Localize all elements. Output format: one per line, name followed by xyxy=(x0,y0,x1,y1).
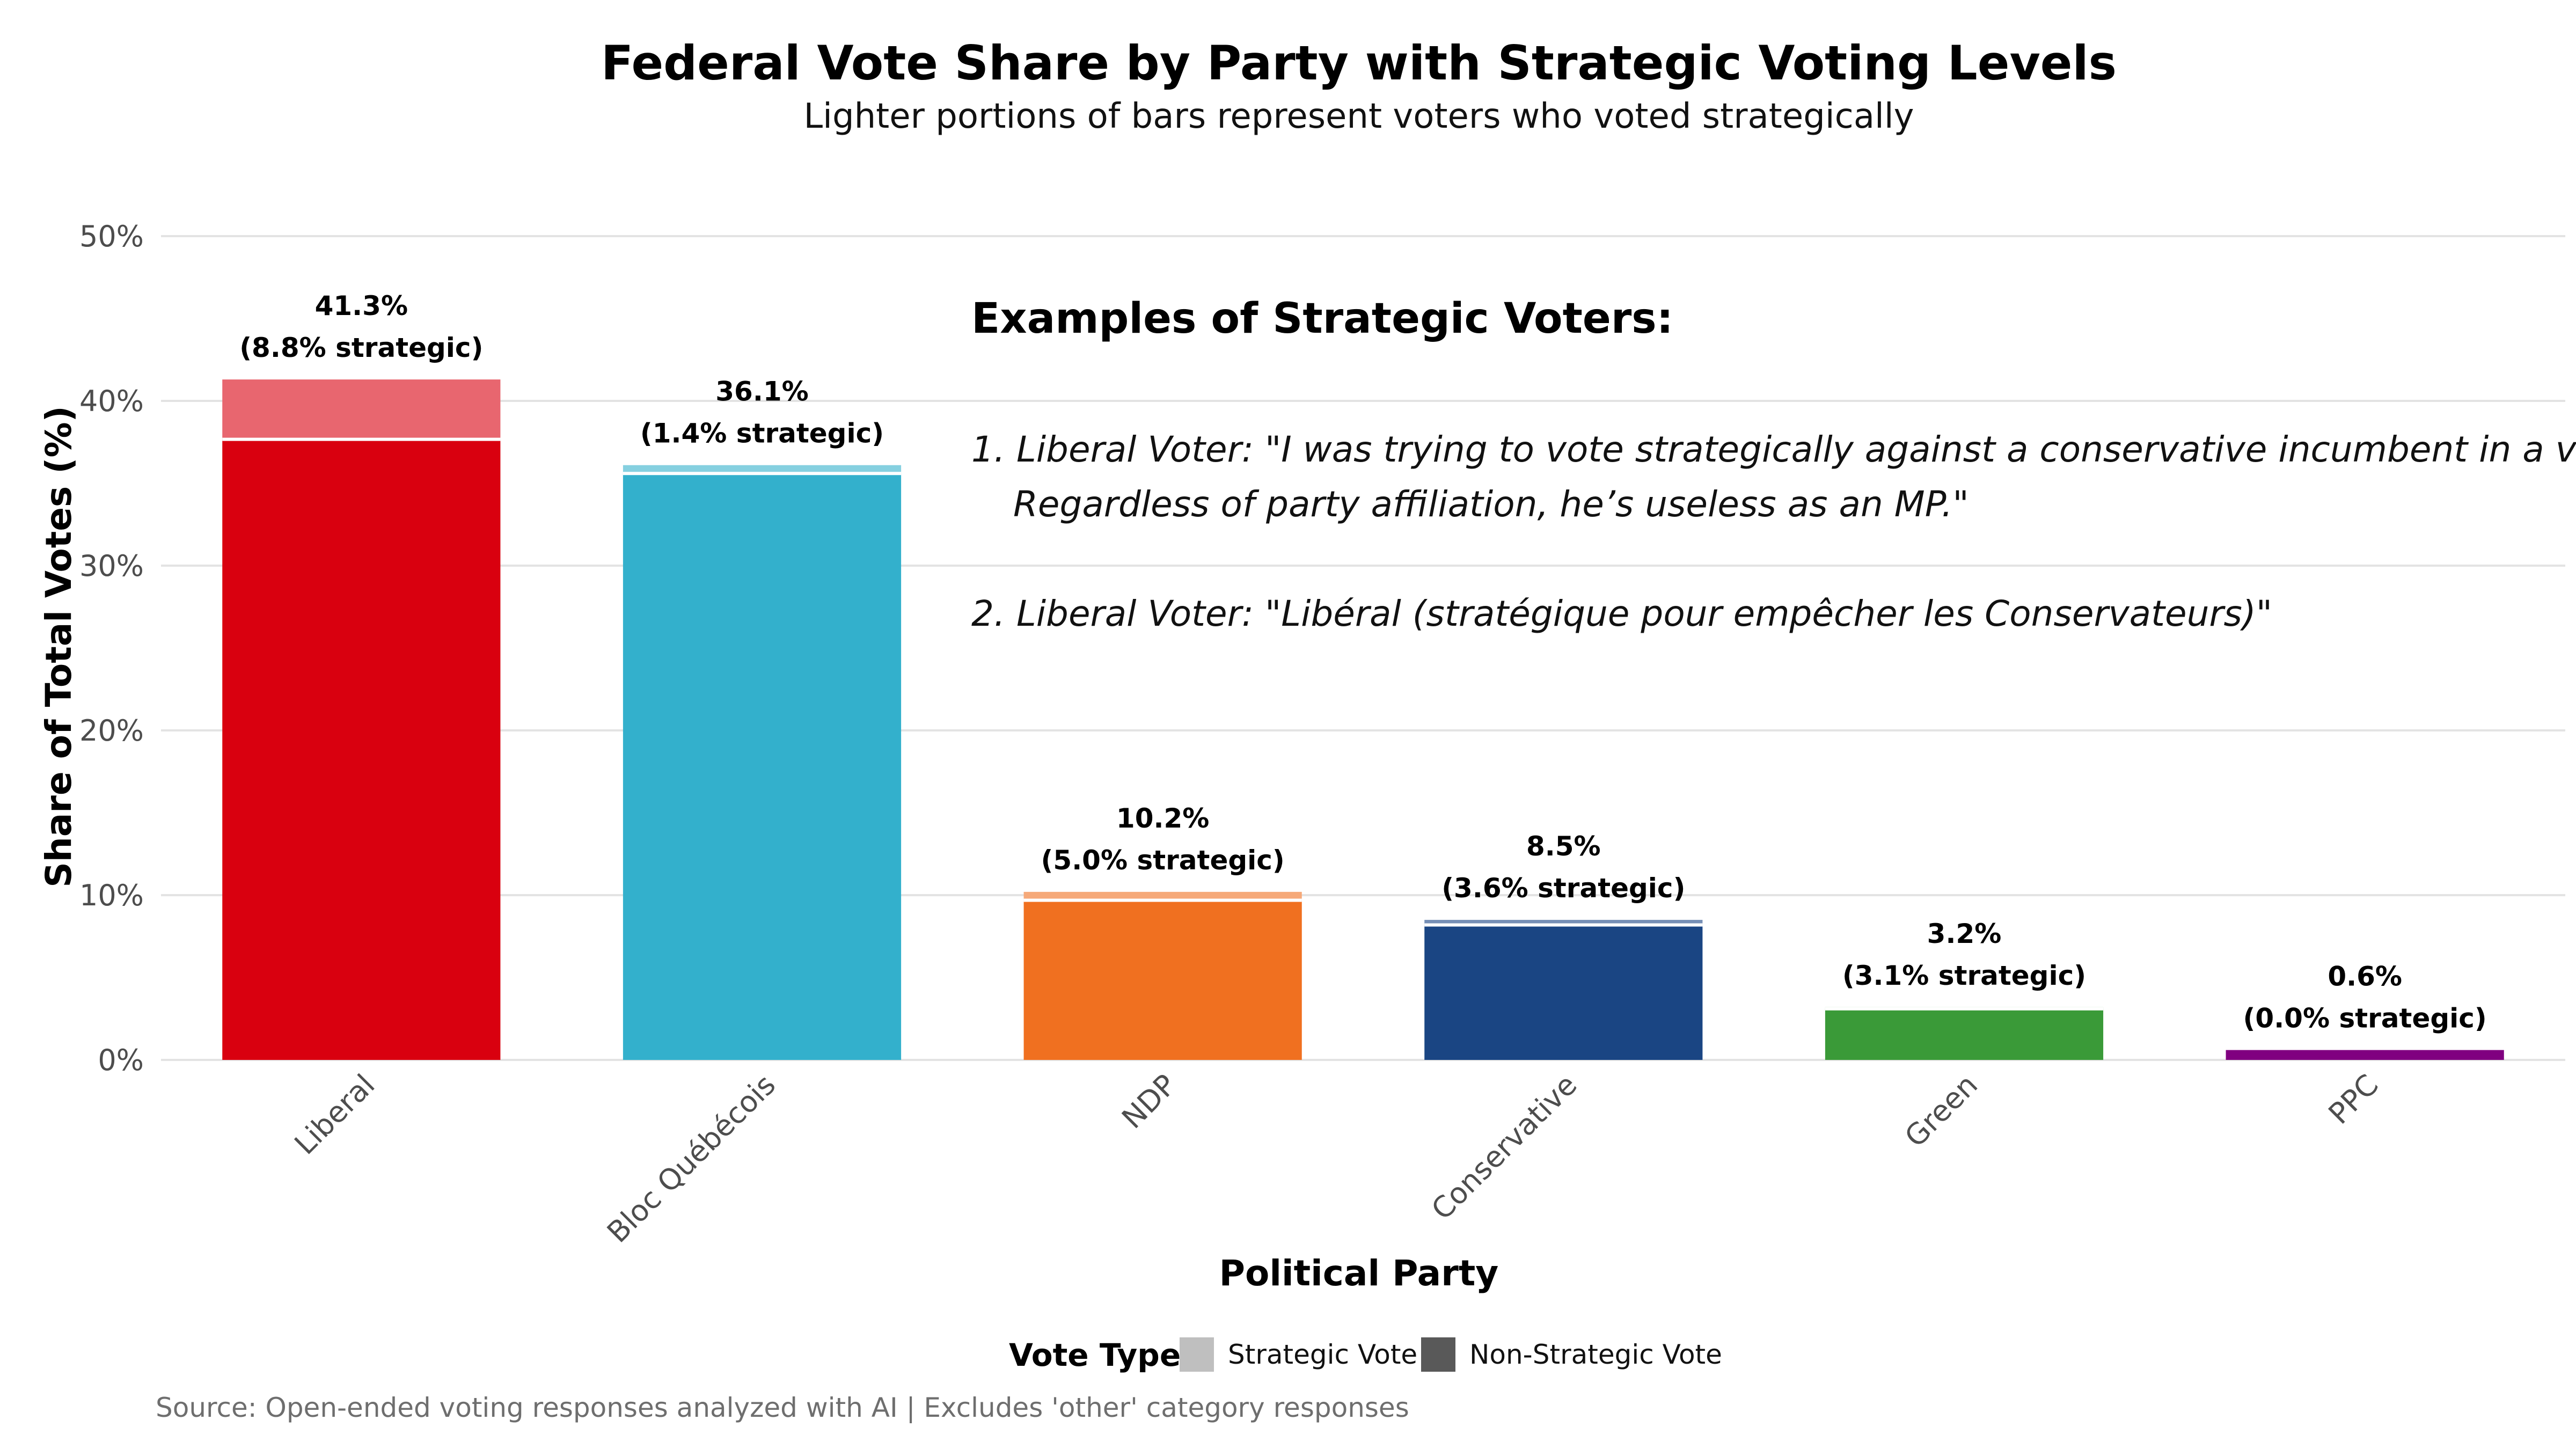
bar-strategic xyxy=(222,379,501,440)
bar-non-strategic xyxy=(2226,1050,2504,1060)
bar-non-strategic xyxy=(623,473,902,1060)
bar-strategic xyxy=(623,465,902,474)
legend-label-strategic: Strategic Vote xyxy=(1228,1339,1417,1370)
annotation-line-2: Regardless of party affiliation, he’s us… xyxy=(1013,484,1969,525)
source-caption: Source: Open-ended voting responses anal… xyxy=(156,1392,1409,1423)
bar-strategic xyxy=(1424,920,1703,925)
annotation-title: Examples of Strategic Voters: xyxy=(971,295,1673,343)
bar-total-label: 36.1% xyxy=(715,376,808,407)
bar-total-label: 10.2% xyxy=(1116,803,1209,834)
bar-strategic-label: (5.0% strategic) xyxy=(1041,845,1285,876)
bar-total-label: 3.2% xyxy=(1927,918,2002,949)
bar-strategic-label: (8.8% strategic) xyxy=(239,332,483,363)
bar-strategic-label: (3.6% strategic) xyxy=(1441,873,1685,904)
legend-swatch-strategic xyxy=(1180,1337,1214,1372)
chart-title: Federal Vote Share by Party with Strateg… xyxy=(601,35,2117,91)
bar-strategic xyxy=(1023,891,1302,901)
strategic-voter-examples: Examples of Strategic Voters: 1. Liberal… xyxy=(971,295,2576,634)
y-tick-label: 30% xyxy=(79,549,144,583)
bar-strategic-label: (0.0% strategic) xyxy=(2243,1003,2487,1034)
bars xyxy=(222,379,2504,1060)
annotation-line-1: 1. Liberal Voter: "I was trying to vote … xyxy=(971,429,2576,470)
legend-title: Vote Type xyxy=(1009,1337,1181,1373)
y-axis-title: Share of Total Votes (%) xyxy=(38,406,79,888)
chart-subtitle: Lighter portions of bars represent voter… xyxy=(804,97,1914,136)
y-axis-ticks: 0% 10% 20% 30% 40% 50% xyxy=(79,219,144,1077)
y-tick-label: 40% xyxy=(79,384,144,418)
bar-non-strategic xyxy=(1424,925,1703,1060)
x-tick-label: Conservative xyxy=(1425,1068,1584,1227)
annotation-line-3: 2. Liberal Voter: "Libéral (stratégique … xyxy=(971,593,2272,634)
legend: Vote Type Strategic Vote Non-Strategic V… xyxy=(1009,1337,1722,1373)
x-axis-title: Political Party xyxy=(1219,1253,1499,1294)
x-tick-label: NDP xyxy=(1115,1068,1183,1136)
x-tick-label: PPC xyxy=(2322,1068,2385,1131)
bar-data-labels: 41.3% (8.8% strategic) 36.1% (1.4% strategi… xyxy=(239,290,2487,1034)
legend-label-non-strategic: Non-Strategic Vote xyxy=(1469,1339,1722,1370)
bar-total-label: 0.6% xyxy=(2328,961,2402,992)
x-tick-label: Bloc Québécois xyxy=(601,1068,782,1249)
gridlines xyxy=(161,235,2565,1061)
bar-strategic-label: (3.1% strategic) xyxy=(1842,960,2086,991)
bar-strategic-label: (1.4% strategic) xyxy=(640,418,884,449)
bar-total-label: 41.3% xyxy=(315,290,408,321)
legend-swatch-non-strategic xyxy=(1421,1337,1455,1372)
y-tick-label: 0% xyxy=(98,1043,144,1077)
bar-non-strategic xyxy=(222,439,501,1060)
bar-non-strategic xyxy=(1023,900,1302,1060)
x-tick-label: Liberal xyxy=(288,1068,382,1161)
x-axis-ticks: Liberal Bloc Québécois NDP Conservative Gree… xyxy=(288,1068,2385,1249)
y-tick-label: 50% xyxy=(79,219,144,253)
y-tick-label: 10% xyxy=(79,879,144,912)
y-tick-label: 20% xyxy=(79,714,144,748)
x-tick-label: Green xyxy=(1898,1068,1984,1154)
bar-non-strategic xyxy=(1825,1008,2104,1060)
bar-total-label: 8.5% xyxy=(1526,831,1601,862)
